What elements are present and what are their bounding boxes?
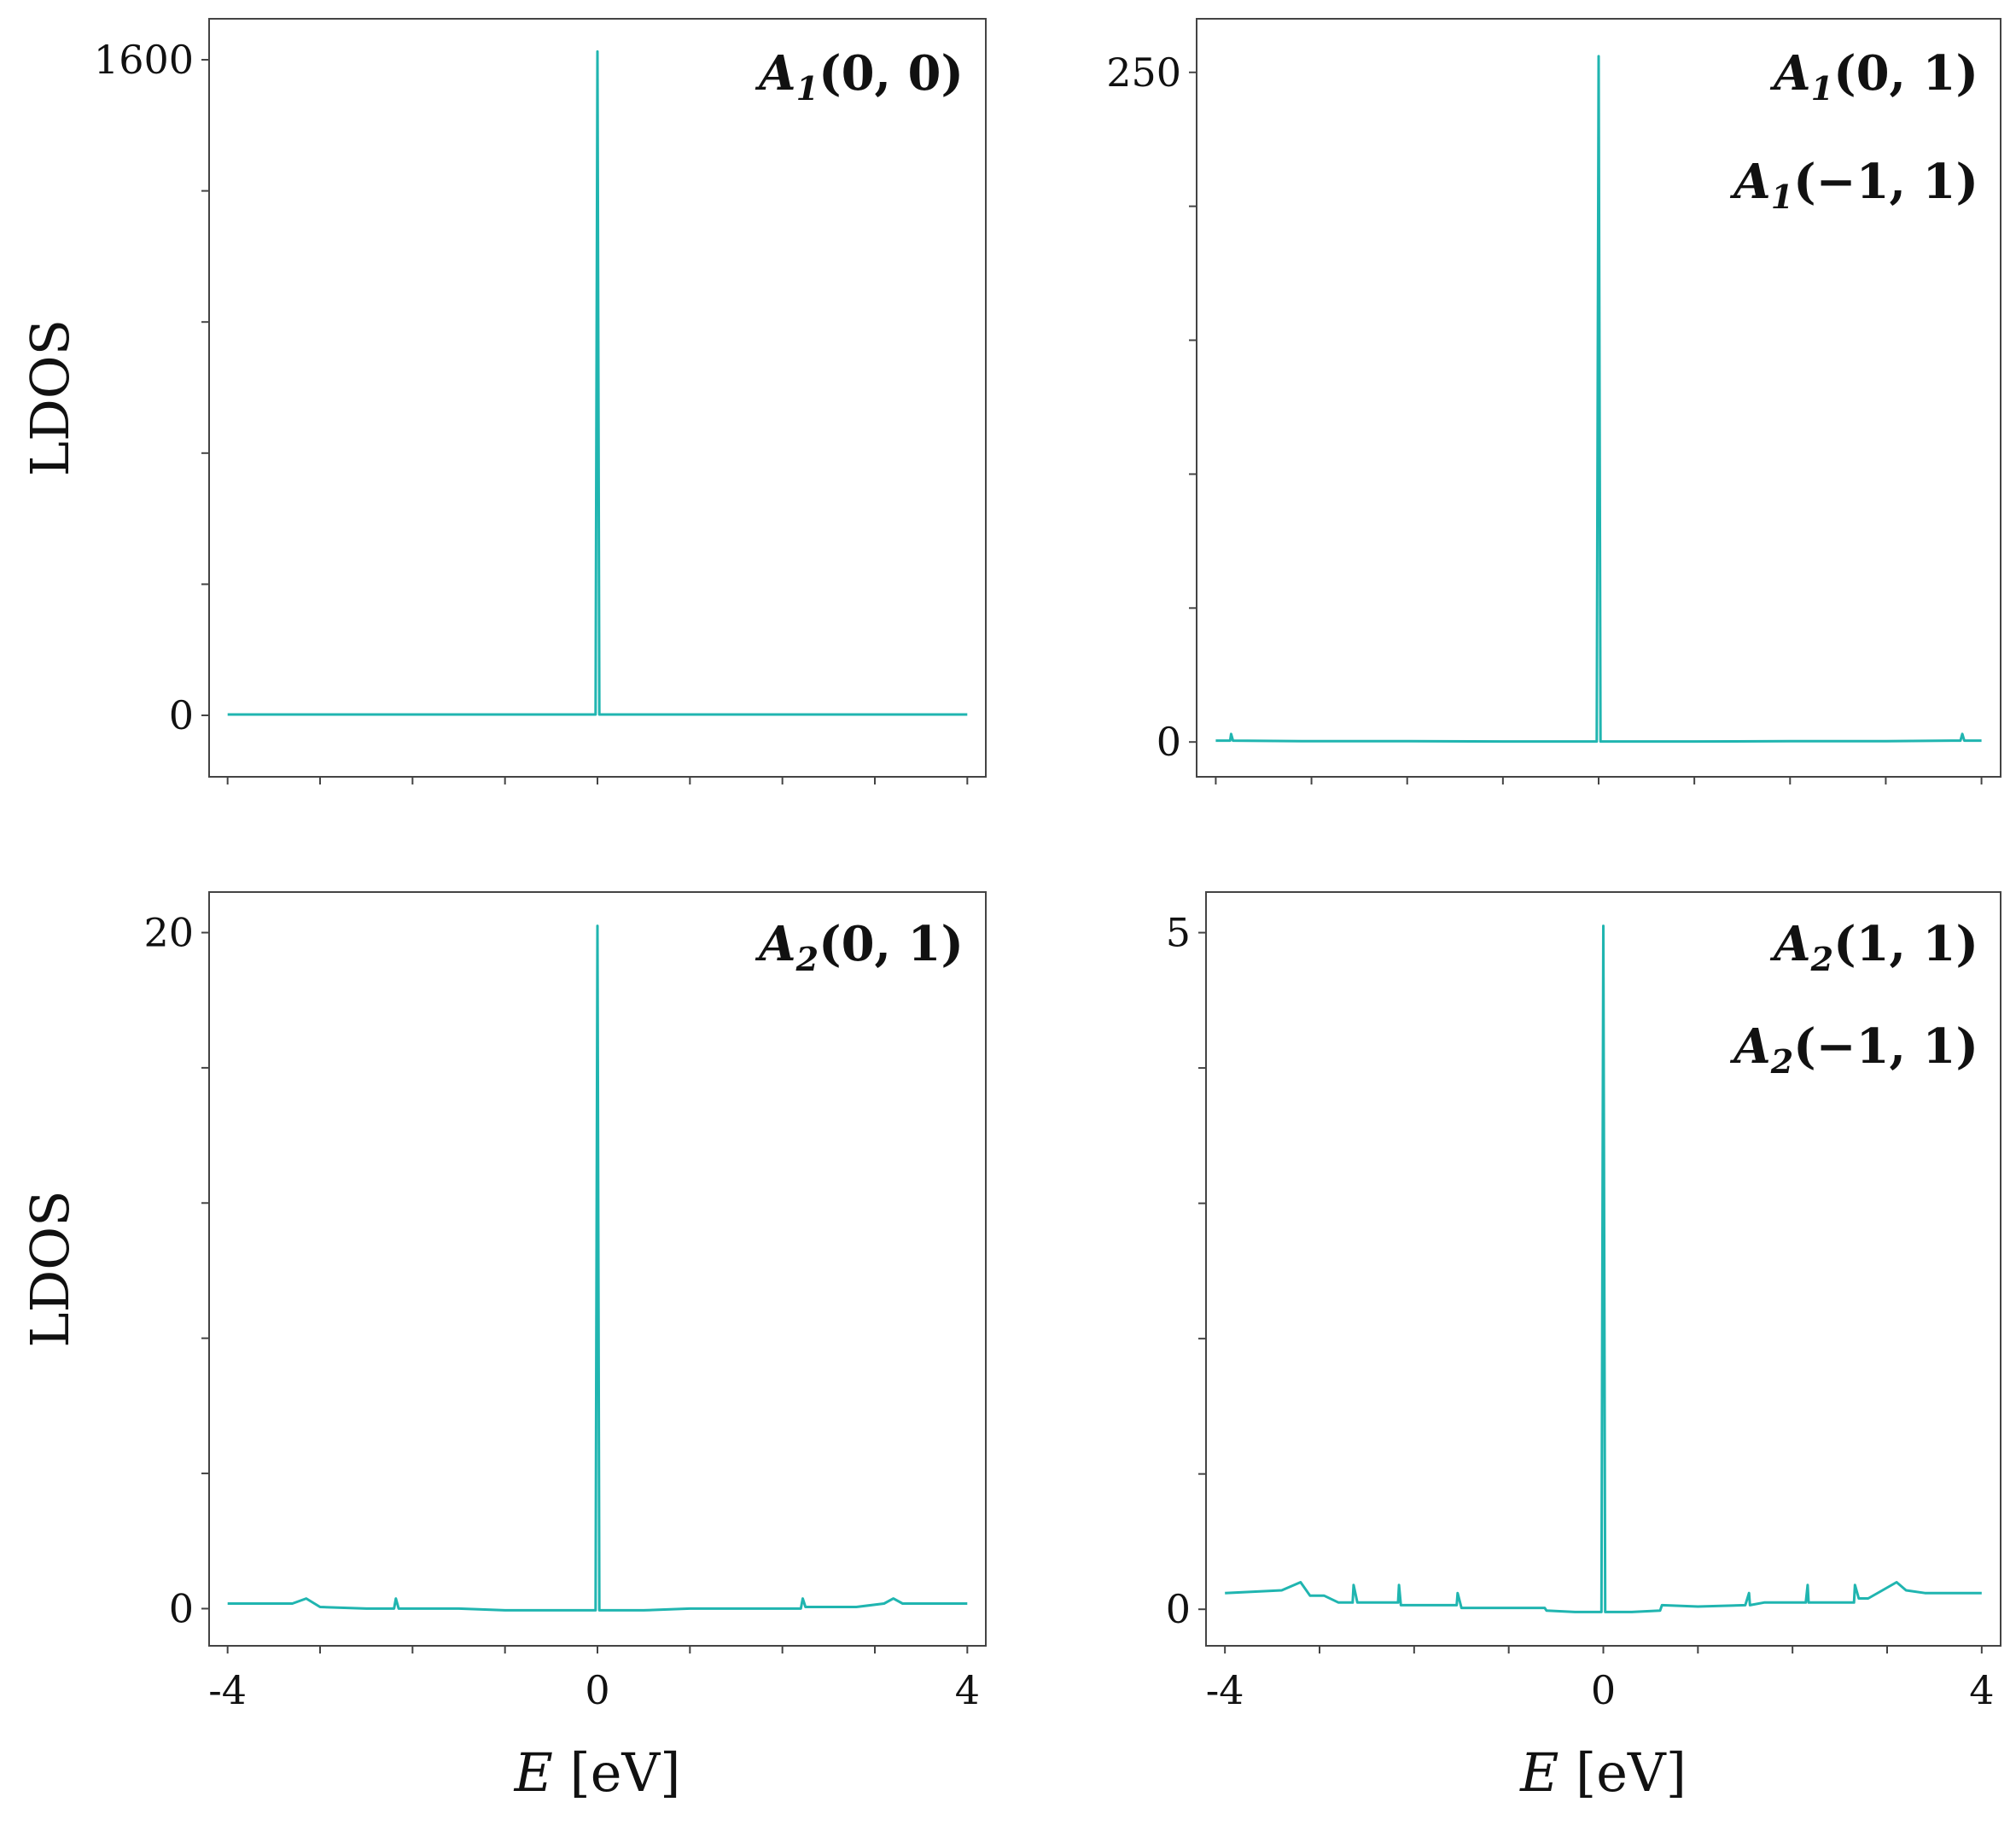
panel-annotation: A1(0, 1) [1769, 45, 1978, 108]
panel-annotation: A2(0, 1) [755, 916, 964, 978]
x-axis-label: E [eV] [1519, 1741, 1687, 1804]
y-tick-label: 20 [143, 910, 194, 956]
panel-annotation: A2(−1, 1) [1729, 1018, 1978, 1081]
panel-bottom-right: 0 5 -4 0 4 E [eV] A2(1, 1) A2(−1, 1) [1166, 891, 2001, 1804]
ldos-series-line [227, 50, 968, 716]
y-tick-label: 1600 [94, 37, 194, 83]
x-tick-label: 4 [1969, 1667, 1994, 1713]
y-tick-label: 0 [169, 692, 194, 738]
y-tick-label: 5 [1166, 910, 1191, 956]
x-tick-label: 0 [585, 1667, 609, 1713]
panel-top-right: 0 250 A1(0, 1) A1(−1, 1) [1106, 18, 2001, 784]
y-tick-label: 0 [1157, 719, 1181, 765]
x-tick-label: -4 [208, 1667, 247, 1713]
y-tick-label: 250 [1106, 50, 1181, 96]
x-tick-label: 4 [955, 1667, 980, 1713]
panel-annotation: A1(−1, 1) [1729, 154, 1978, 216]
panel-bottom-left: 0 20 -4 0 4 LDOS E [eV] A2(0, 1) [19, 891, 987, 1804]
ldos-series-line [1225, 924, 1982, 1613]
y-axis-label: LDOS [19, 319, 81, 476]
y-axis-label: LDOS [19, 1190, 81, 1347]
panel-top-left: 0 1600 LDOS A1(0, 0) [19, 18, 987, 784]
x-axis-label: E [eV] [514, 1741, 681, 1804]
x-tick-label: 0 [1591, 1667, 1616, 1713]
y-tick-label: 0 [1166, 1586, 1191, 1632]
x-tick-label: -4 [1206, 1667, 1244, 1713]
ldos-series-line [1215, 55, 1982, 744]
panel-annotation: A2(1, 1) [1769, 916, 1978, 978]
ldos-series-line [227, 924, 968, 1612]
y-tick-label: 0 [169, 1585, 194, 1631]
panel-annotation: A1(0, 0) [755, 45, 964, 108]
